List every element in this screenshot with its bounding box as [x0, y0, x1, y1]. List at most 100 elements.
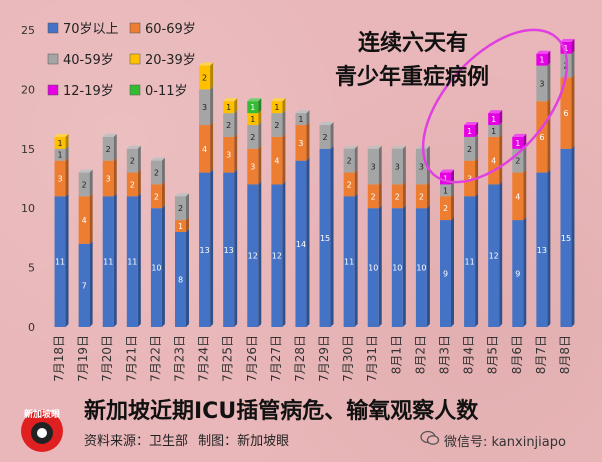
data-label: 14 — [296, 240, 306, 249]
bar-segment — [150, 160, 162, 185]
data-label: 12 — [489, 252, 499, 261]
x-tick-label: 8月2日 — [413, 335, 427, 374]
bar-segment — [391, 148, 403, 185]
legend: 70岁以上 60-69岁 40-59岁 20-39岁 12-19岁 0-11岁 — [47, 22, 196, 99]
bar-segment-top — [536, 50, 551, 54]
x-tick-label: 8月6日 — [510, 335, 524, 374]
bar-segment — [464, 196, 476, 327]
legend-label: 0-11岁 — [145, 84, 188, 99]
bar-segment — [367, 148, 379, 185]
x-tick-label: 8月7日 — [534, 335, 548, 374]
data-label: 7 — [82, 281, 87, 290]
bar-segment — [560, 148, 572, 327]
bar-segment — [415, 208, 427, 327]
data-label: 13 — [224, 246, 234, 255]
bar-segment-side — [161, 157, 165, 185]
x-tick-label: 7月31日 — [365, 335, 379, 382]
bar-segment — [175, 220, 186, 232]
bar-segment-side — [137, 193, 141, 327]
bar-segment — [536, 65, 548, 102]
bar-segment — [223, 113, 235, 137]
bar-segment — [247, 125, 259, 149]
data-label: 4 — [202, 145, 207, 154]
bar-segment-side — [258, 181, 262, 327]
bar-segment — [464, 136, 476, 161]
bar-segment — [536, 172, 548, 327]
bar-segment-side — [402, 145, 406, 185]
wechat-icon — [420, 430, 440, 445]
bar-segment-side — [65, 193, 69, 327]
bar-segment-side — [186, 193, 189, 221]
bar-segment — [54, 148, 66, 161]
data-label: 4 — [515, 192, 520, 201]
bar-segment-side — [451, 181, 454, 197]
bar-segment-side — [499, 181, 503, 327]
bar-stack: 11 2 2 — [343, 145, 358, 327]
data-label: 2 — [347, 157, 352, 166]
data-label: 1 — [250, 115, 255, 124]
bar-segment — [102, 196, 114, 327]
bar-segment — [391, 208, 403, 327]
bar-segment-side — [89, 240, 93, 327]
data-label: 3 — [467, 175, 472, 184]
legend-label: 70岁以上 — [63, 22, 119, 37]
bar-segment-side — [186, 228, 189, 327]
bar-segment-side — [402, 181, 406, 209]
y-tick-label: 0 — [28, 321, 35, 334]
data-label: 10 — [151, 264, 161, 273]
bar-segment — [488, 113, 500, 126]
bar-segment-side — [451, 193, 454, 221]
bar-segment — [295, 125, 307, 161]
data-label: 1 — [563, 44, 568, 53]
data-label: 10 — [392, 264, 402, 273]
bar-segment — [464, 160, 476, 197]
bar-stack: 12 4 2 1 — [271, 98, 286, 327]
bar-segment-top — [391, 145, 406, 149]
bar-segment — [343, 172, 355, 197]
y-tick-label: 10 — [21, 202, 35, 215]
bar-stack: 9 2 1 1 — [440, 169, 454, 327]
bar-segment — [54, 160, 66, 197]
bar-segment-side — [499, 122, 503, 137]
bar-segment-top — [102, 133, 117, 137]
bar-segment-top — [78, 169, 93, 173]
data-label: 2 — [130, 157, 135, 166]
x-tick-label: 7月21日 — [124, 335, 138, 382]
bar-segment-side — [354, 193, 358, 327]
data-label: 1 — [250, 103, 255, 112]
bar-segment-top — [440, 169, 454, 173]
bar-segment-side — [451, 217, 454, 327]
bar-segment — [319, 125, 331, 149]
bar-segment-side — [523, 217, 527, 327]
data-label: 12 — [272, 252, 282, 261]
bar-segment-side — [547, 50, 551, 66]
bar-segment-side — [137, 145, 141, 173]
bar-stack: 10 2 3 — [415, 145, 430, 327]
bar-segment — [367, 184, 379, 209]
bar-stack: 10 2 3 — [367, 145, 382, 327]
bar-segment-side — [523, 169, 527, 221]
bar-segment — [271, 101, 283, 114]
data-label: 11 — [103, 258, 113, 267]
bar-stack: 12 4 1 1 — [488, 110, 503, 327]
bar-segment-side — [499, 110, 503, 126]
bar-segment-side — [282, 133, 286, 185]
y-axis-ticks: 0 5 10 15 20 25 — [21, 24, 35, 334]
data-label: 4 — [274, 157, 279, 166]
bar-segment-side — [306, 110, 310, 126]
bar-segment-side — [282, 181, 286, 327]
legend-swatch — [47, 53, 59, 65]
bar-segment-side — [210, 122, 214, 173]
bar-segment — [78, 172, 90, 197]
bar-segment — [78, 196, 90, 244]
bar-stack: 14 3 1 — [295, 110, 310, 327]
bar-segment-side — [306, 122, 310, 161]
legend-item: 0-11岁 — [129, 84, 188, 99]
bar-segment-top — [126, 145, 141, 149]
data-label: 2 — [130, 180, 135, 189]
bar-segment-top — [199, 62, 214, 66]
data-label: 11 — [344, 258, 354, 267]
footer-source: 资料来源：卫生部 制图：新加坡眼 — [84, 430, 295, 449]
data-label: 12 — [248, 252, 258, 261]
